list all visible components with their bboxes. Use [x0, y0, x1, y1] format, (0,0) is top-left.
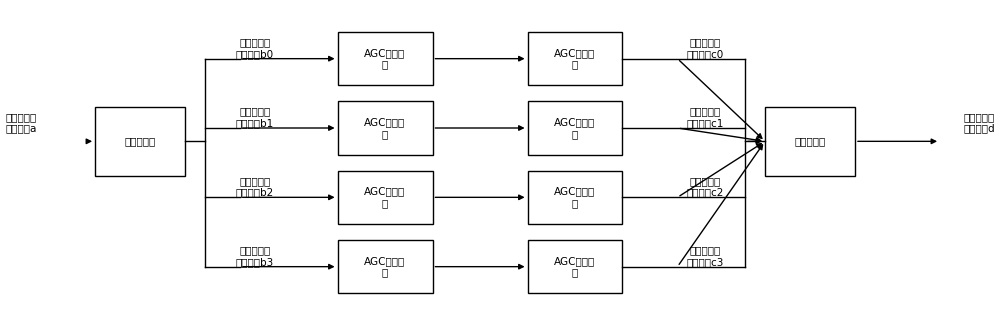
Text: AGC计算模
块: AGC计算模 块 — [364, 48, 406, 69]
Text: 低速数字信
号数据流b0: 低速数字信 号数据流b0 — [236, 37, 274, 59]
Text: AGC计算模
块: AGC计算模 块 — [364, 187, 406, 208]
Text: 高速数字信
号数据流d: 高速数字信 号数据流d — [963, 112, 995, 133]
Text: 低速数字信
号数据流c1: 低速数字信 号数据流c1 — [686, 107, 724, 128]
Text: AGC应用模
块: AGC应用模 块 — [554, 256, 596, 277]
FancyBboxPatch shape — [765, 107, 855, 176]
FancyBboxPatch shape — [528, 240, 622, 293]
Text: 低速数字信
号数据流c2: 低速数字信 号数据流c2 — [686, 176, 724, 197]
Text: 并转串模块: 并转串模块 — [794, 136, 826, 146]
FancyBboxPatch shape — [528, 101, 622, 155]
Text: 高速数字信
号数据流a: 高速数字信 号数据流a — [5, 112, 36, 133]
Text: AGC计算模
块: AGC计算模 块 — [364, 117, 406, 139]
FancyBboxPatch shape — [338, 171, 432, 224]
Text: AGC应用模
块: AGC应用模 块 — [554, 117, 596, 139]
FancyBboxPatch shape — [338, 32, 432, 85]
Text: AGC应用模
块: AGC应用模 块 — [554, 187, 596, 208]
Text: AGC计算模
块: AGC计算模 块 — [364, 256, 406, 277]
Text: 低速数字信
号数据流b2: 低速数字信 号数据流b2 — [236, 176, 274, 197]
FancyBboxPatch shape — [95, 107, 185, 176]
FancyBboxPatch shape — [528, 171, 622, 224]
Text: AGC应用模
块: AGC应用模 块 — [554, 48, 596, 69]
FancyBboxPatch shape — [338, 101, 432, 155]
FancyBboxPatch shape — [338, 240, 432, 293]
Text: 低速数字信
号数据流c3: 低速数字信 号数据流c3 — [686, 245, 724, 267]
FancyBboxPatch shape — [528, 32, 622, 85]
Text: 低速数字信
号数据流b1: 低速数字信 号数据流b1 — [236, 107, 274, 128]
Text: 低速数字信
号数据流b3: 低速数字信 号数据流b3 — [236, 245, 274, 267]
Text: 低速数字信
号数据流c0: 低速数字信 号数据流c0 — [686, 37, 724, 59]
Text: 串转并模块: 串转并模块 — [124, 136, 156, 146]
